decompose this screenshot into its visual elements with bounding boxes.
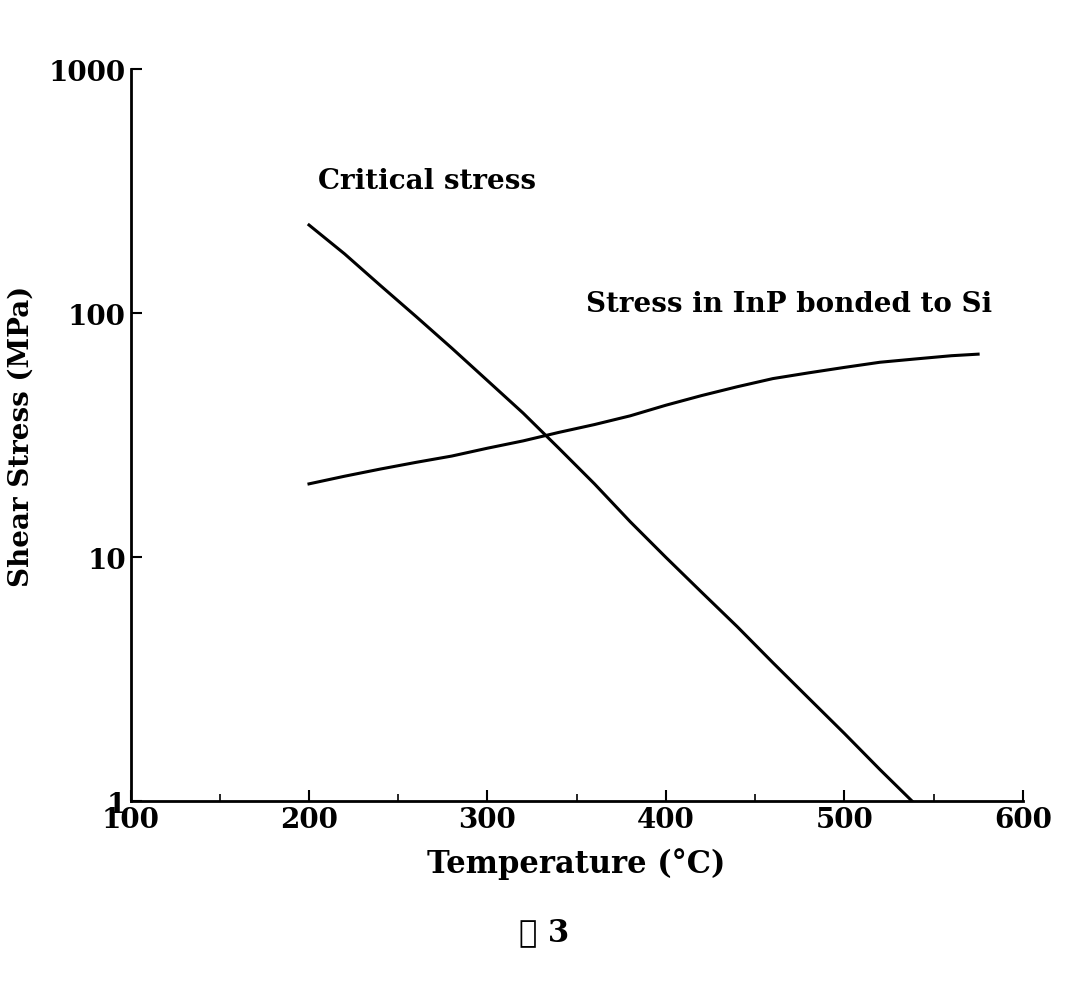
X-axis label: Temperature (°C): Temperature (°C) xyxy=(428,848,726,879)
Text: Critical stress: Critical stress xyxy=(318,167,536,194)
Text: Stress in InP bonded to Si: Stress in InP bonded to Si xyxy=(585,291,991,318)
Y-axis label: Shear Stress (MPa): Shear Stress (MPa) xyxy=(8,286,35,586)
Text: 图 3: 图 3 xyxy=(519,917,569,947)
